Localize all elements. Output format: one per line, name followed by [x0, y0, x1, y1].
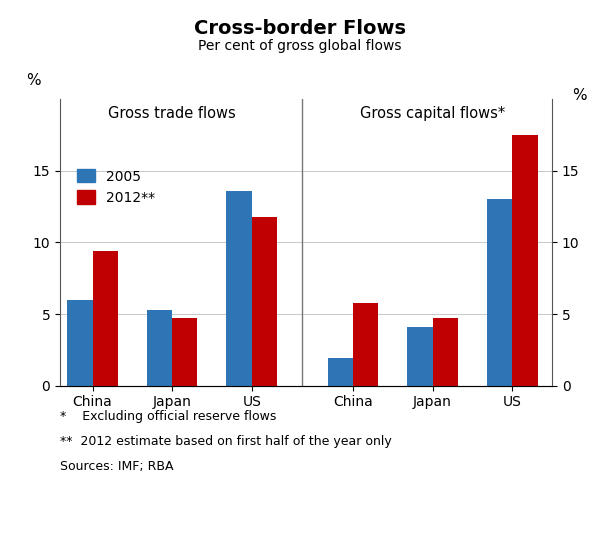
Bar	[353, 302, 379, 386]
Bar	[226, 191, 252, 386]
Bar	[512, 135, 538, 386]
Bar	[433, 318, 458, 386]
Bar	[252, 217, 277, 386]
Bar	[172, 318, 197, 386]
Bar	[147, 310, 172, 386]
Bar	[328, 359, 353, 386]
Text: Per cent of gross global flows: Per cent of gross global flows	[198, 39, 402, 52]
Text: Gross capital flows*: Gross capital flows*	[360, 106, 505, 121]
Bar	[92, 251, 118, 386]
Bar	[67, 300, 92, 386]
Text: Gross trade flows: Gross trade flows	[108, 106, 236, 121]
Text: Sources: IMF; RBA: Sources: IMF; RBA	[60, 460, 173, 473]
Legend: 2005, 2012**: 2005, 2012**	[77, 169, 155, 205]
Bar	[407, 327, 433, 386]
Y-axis label: %: %	[572, 88, 586, 102]
Text: *    Excluding official reserve flows: * Excluding official reserve flows	[60, 410, 277, 424]
Bar	[487, 199, 512, 386]
Text: **  2012 estimate based on first half of the year only: ** 2012 estimate based on first half of …	[60, 435, 392, 449]
Y-axis label: %: %	[26, 73, 40, 88]
Text: Cross-border Flows: Cross-border Flows	[194, 19, 406, 38]
